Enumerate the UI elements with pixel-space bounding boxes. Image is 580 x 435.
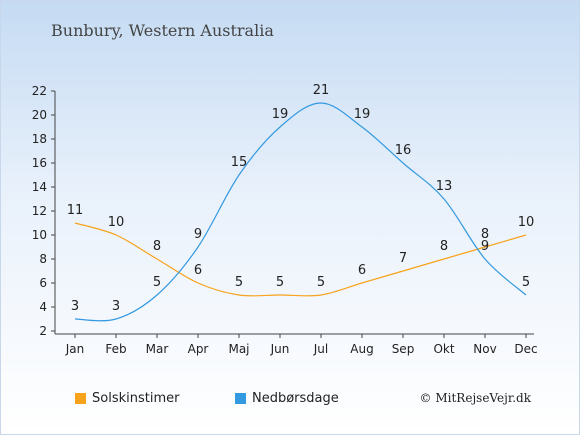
- data-label-rain-days: 21: [313, 83, 330, 98]
- data-label-rain-days: 19: [272, 107, 289, 122]
- data-label-rain-days: 3: [112, 299, 120, 314]
- y-tick-label: 6: [39, 276, 47, 290]
- data-label-sunshine: 8: [440, 239, 448, 254]
- x-tick-label: Aug: [350, 342, 373, 356]
- x-tick-label: Dec: [514, 342, 537, 356]
- credit-text: © MitRejseVejr.dk: [419, 391, 531, 405]
- data-label-rain-days: 15: [231, 155, 248, 170]
- data-label-sunshine: 5: [317, 275, 325, 290]
- data-label-sunshine: 10: [108, 215, 125, 230]
- data-label-rain-days: 3: [71, 299, 79, 314]
- y-tick-label: 4: [39, 300, 47, 314]
- legend-label-sunshine: Solskinstimer: [92, 391, 180, 406]
- y-tick-label: 22: [32, 84, 47, 98]
- y-tick-label: 14: [32, 180, 47, 194]
- x-tick-label: Jul: [313, 342, 328, 356]
- x-tick-label: Jan: [65, 342, 85, 356]
- data-label-rain-days: 5: [522, 275, 530, 290]
- legend-item-rain-days: Nedbørsdage: [235, 391, 339, 406]
- data-label-sunshine: 6: [358, 263, 366, 278]
- series-line-rain-days: [74, 102, 527, 322]
- data-label-sunshine: 5: [235, 275, 243, 290]
- chart-title: Bunbury, Western Australia: [51, 21, 274, 40]
- x-tick-label: Maj: [228, 342, 249, 356]
- x-tick-label: Jun: [270, 342, 290, 356]
- y-tick-label: 16: [32, 156, 47, 170]
- data-label-sunshine: 5: [276, 275, 284, 290]
- x-tick-label: Okt: [433, 342, 454, 356]
- y-tick-label: 8: [39, 252, 47, 266]
- legend-swatch-sunshine: [75, 393, 86, 404]
- data-label-rain-days: 5: [153, 275, 161, 290]
- data-label-sunshine: 8: [481, 227, 489, 242]
- data-label-rain-days: 16: [395, 143, 412, 158]
- legend-label-rain-days: Nedbørsdage: [252, 391, 339, 406]
- data-label-rain-days: 9: [481, 239, 489, 254]
- data-label-sunshine: 7: [399, 251, 407, 266]
- x-tick-label: Apr: [188, 342, 209, 356]
- y-tick-label: 20: [32, 108, 47, 122]
- y-tick-label: 10: [32, 228, 47, 242]
- series-line-sunshine: [74, 222, 527, 297]
- data-label-sunshine: 11: [67, 203, 84, 218]
- y-tick-label: 12: [32, 204, 47, 218]
- data-label-sunshine: 10: [518, 215, 535, 230]
- data-label-rain-days: 13: [436, 179, 453, 194]
- x-tick-label: Sep: [392, 342, 415, 356]
- data-label-rain-days: 19: [354, 107, 371, 122]
- x-tick-label: Mar: [146, 342, 169, 356]
- data-label-sunshine: 6: [194, 263, 202, 278]
- y-tick-label: 18: [32, 132, 47, 146]
- data-label-sunshine: 8: [153, 239, 161, 254]
- y-tick-label: 2: [39, 324, 47, 338]
- legend-swatch-rain-days: [235, 393, 246, 404]
- x-tick-label: Feb: [105, 342, 126, 356]
- data-label-rain-days: 9: [194, 227, 202, 242]
- legend-item-sunshine: Solskinstimer: [75, 391, 179, 406]
- x-tick-label: Nov: [473, 342, 496, 356]
